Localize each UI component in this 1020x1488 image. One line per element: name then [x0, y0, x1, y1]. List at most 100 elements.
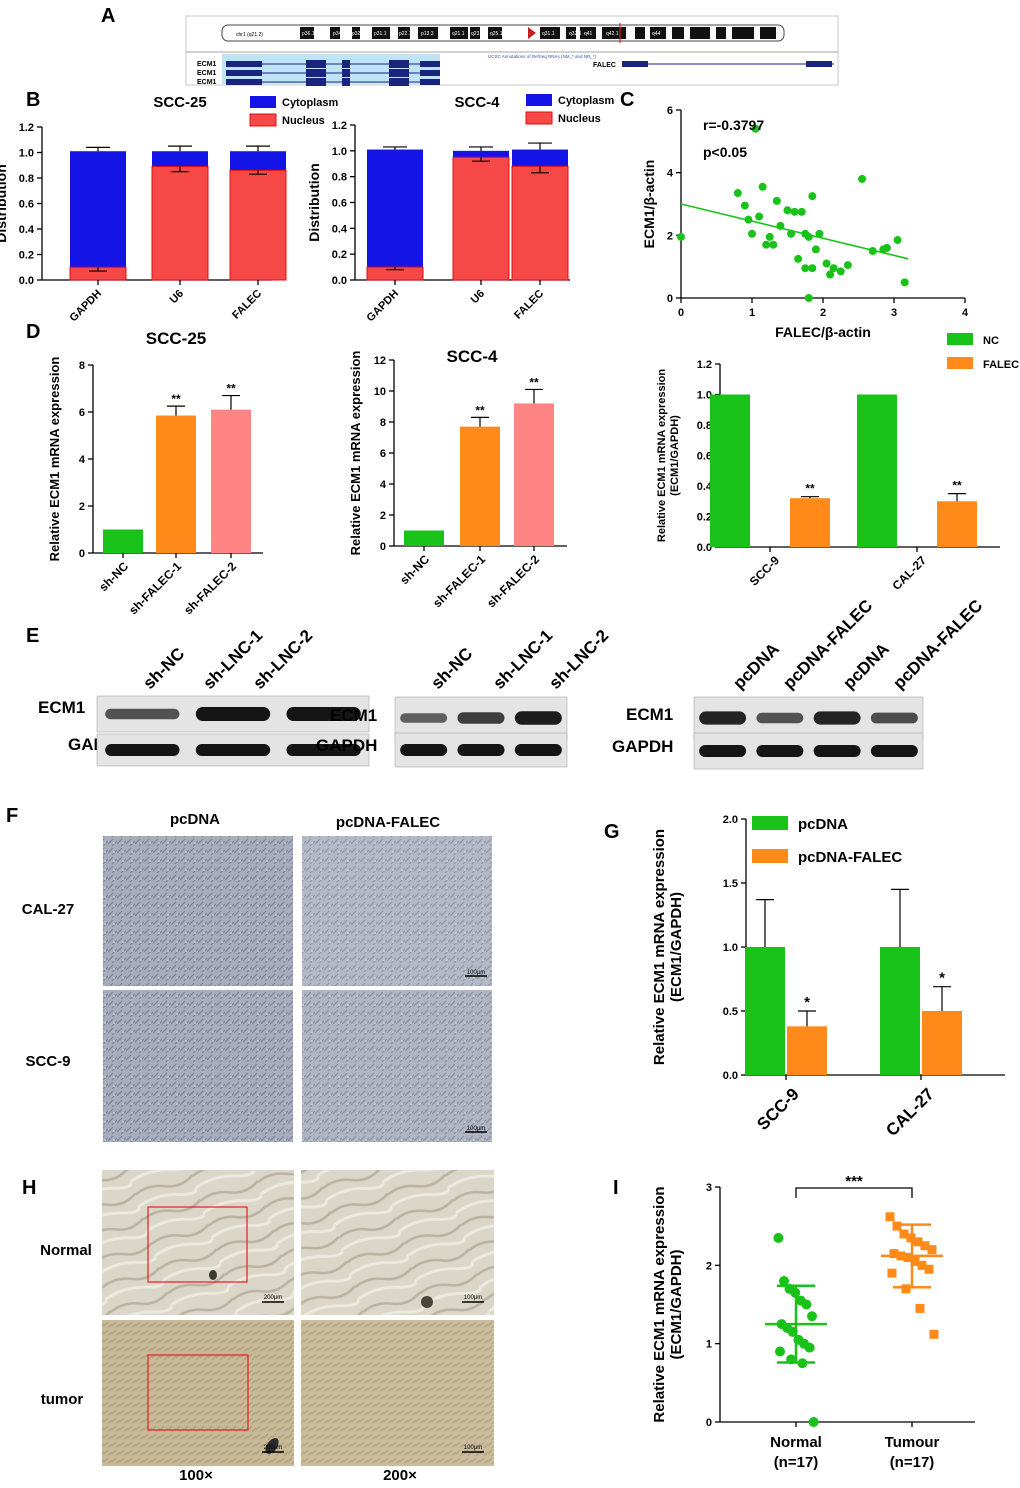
x-axis-label: FALEC/β-actin — [775, 324, 871, 340]
ideogram-band — [690, 27, 710, 39]
ihc-row-label: SCC-9 — [25, 1053, 70, 1070]
ideogram-band — [635, 27, 645, 39]
data-point — [815, 229, 824, 238]
chart-title: SCC-25 — [146, 329, 206, 348]
y-tick-label: 0.0 — [19, 275, 34, 287]
x-tick-label: sh-FALEC-2 — [181, 559, 239, 617]
data-point — [858, 174, 867, 183]
chart-d2-scc4-knockdown: SCC-4 0 2 4 6 8 10 12 Relative ECM1 mRNA express… — [348, 347, 567, 610]
y-tick-label: 0 — [667, 293, 673, 305]
data-point — [829, 264, 838, 273]
blot-band-ecm1 — [400, 713, 448, 723]
ideogram-band — [566, 27, 576, 39]
y-axis-label: Relative ECM1 mRNA expression — [47, 357, 62, 562]
gene-label-ecm1: ECM1 — [197, 79, 217, 86]
ideogram-band — [300, 27, 314, 39]
scale-bar-label: 100μm — [464, 1445, 482, 1451]
y-tick-label: 0 — [79, 548, 85, 560]
ideogram-band — [470, 27, 480, 39]
legend-swatch — [947, 333, 973, 345]
x-tick-label: FALEC — [230, 288, 264, 322]
blot-band-gapdh — [870, 745, 918, 757]
bar-cytoplasm — [453, 150, 509, 158]
gene-label-ecm1: ECM1 — [197, 61, 217, 68]
x-tick-label: U6 — [168, 288, 186, 306]
tissue-spot — [265, 1438, 279, 1454]
y-tick-label: 0.0 — [697, 542, 712, 554]
blot-band-ecm1 — [813, 711, 861, 725]
data-point — [733, 189, 742, 198]
y-tick-label: 0.6 — [332, 198, 347, 210]
ideogram-band — [716, 27, 726, 39]
data-point — [755, 212, 764, 221]
data-point — [801, 264, 810, 273]
blot-band-gapdh — [699, 745, 747, 757]
scale-bar-label: 200μm — [264, 1445, 282, 1451]
x-tick-label: U6 — [469, 288, 487, 306]
x-tick-label: CAL-27 — [882, 1084, 938, 1140]
data-point — [776, 221, 785, 230]
data-point — [892, 1221, 902, 1231]
tissue-image — [102, 1170, 294, 1315]
data-point — [790, 207, 799, 216]
bar — [790, 498, 830, 547]
legend-swatch — [250, 96, 276, 108]
chart-d1-scc25-knockdown: SCC-25 0 2 4 6 8 Relative ECM1 mRNA expression… — [47, 329, 263, 617]
blot-band-ecm1 — [286, 707, 361, 721]
legend-label: Nucleus — [558, 113, 601, 125]
blot-band-gapdh — [756, 745, 804, 757]
significance-bracket — [795, 1187, 913, 1198]
data-point — [915, 1303, 925, 1313]
blot-band-ecm1 — [870, 712, 918, 724]
gene-track-ecm1: ECM1 ECM1 ECM1 — [197, 60, 440, 86]
y-tick-label: 2 — [79, 501, 85, 513]
data-point — [889, 1249, 899, 1259]
blot-row-label: ECM1 — [330, 706, 377, 725]
data-point — [804, 232, 813, 241]
ideogram-band-label: p31.1 — [374, 31, 387, 37]
legend-label: Cytoplasm — [558, 95, 614, 107]
x-tick-label: sh-NC — [397, 552, 432, 587]
scale-bar-label: 100μm — [467, 970, 485, 976]
ideogram-band-label: q42.1 — [606, 31, 619, 37]
blot-band-gapdh — [286, 744, 361, 756]
panel-label-e: E — [26, 625, 39, 647]
significance-mark: *** — [845, 1173, 863, 1190]
data-point — [811, 245, 820, 254]
centromere-mark — [528, 27, 536, 39]
data-point — [808, 1417, 819, 1427]
data-point — [910, 1256, 920, 1266]
data-point — [927, 1245, 937, 1255]
data-point — [769, 240, 778, 249]
tissue-image — [102, 1320, 294, 1466]
chart-b2-scc4-distribution: SCC-4 0.0 0.2 0.4 0.6 0.8 1.0 1.2 Distribution GA… — [306, 94, 614, 324]
data-point — [783, 206, 792, 215]
ihc-image — [302, 836, 492, 986]
y-tick-label: 0.0 — [723, 1070, 738, 1082]
data-point — [822, 259, 831, 268]
bar — [922, 1011, 962, 1075]
x-tick-label: GAPDH — [68, 288, 105, 325]
blot-lane-label: pcDNA — [839, 639, 893, 693]
x-tick-label: 3 — [891, 307, 897, 319]
significance-mark: ** — [952, 479, 962, 493]
y-tick-label: 0.4 — [19, 224, 35, 236]
y-tick-label: 2 — [706, 1260, 712, 1272]
data-point — [740, 201, 749, 210]
data-point — [901, 1284, 911, 1294]
data-point — [843, 261, 852, 270]
magnification-label: 200× — [383, 1467, 417, 1484]
significance-mark: ** — [171, 392, 181, 406]
y-tick-label: 6 — [667, 105, 673, 117]
bar-cytoplasm — [152, 151, 208, 167]
data-point — [748, 229, 756, 238]
data-point — [751, 124, 760, 133]
x-tick-label: SCC-9 — [753, 1084, 803, 1134]
legend-swatch — [525, 111, 553, 125]
data-point — [808, 192, 817, 201]
data-point — [826, 270, 835, 279]
y-tick-label: 0.4 — [697, 481, 713, 493]
blot-band-gapdh — [105, 744, 180, 756]
y-axis-label: Relative ECM1 mRNA expression — [651, 1186, 668, 1422]
